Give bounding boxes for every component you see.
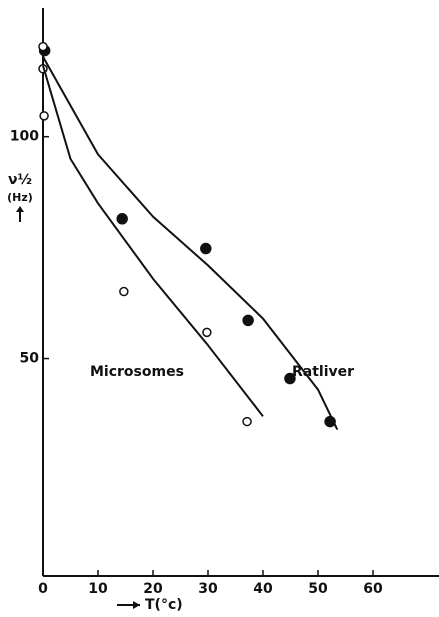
curve	[42, 56, 339, 431]
open-point	[38, 41, 48, 52]
open-point	[242, 416, 252, 427]
filled-point	[284, 372, 296, 385]
x-tick-label: 60	[363, 581, 383, 597]
x-tick-label: 30	[198, 581, 218, 597]
filled-point	[200, 242, 212, 255]
annotation: Ratliver	[292, 364, 354, 380]
x-tick-label: 20	[143, 581, 163, 597]
x-axis-label: T(°c)	[145, 597, 183, 613]
x-tick-label: 0	[38, 581, 48, 597]
y-arrow-head	[16, 206, 24, 212]
x-tick-label: 10	[88, 581, 108, 597]
y-axis-label: ν½	[8, 172, 32, 188]
x-tick-label: 50	[308, 581, 328, 597]
filled-point	[116, 213, 128, 225]
filled-point	[242, 314, 254, 327]
open-point	[119, 286, 129, 297]
x-arrow-head	[133, 601, 140, 609]
y-axis-unit: (Hz)	[7, 191, 33, 204]
y-tick-label: 50	[20, 351, 40, 367]
x-tick-label: 40	[253, 581, 273, 597]
y-tick-label: 100	[10, 129, 39, 145]
curve	[42, 65, 264, 417]
annotation: Microsomes	[90, 364, 184, 380]
open-point	[39, 111, 49, 121]
open-point	[202, 327, 212, 338]
